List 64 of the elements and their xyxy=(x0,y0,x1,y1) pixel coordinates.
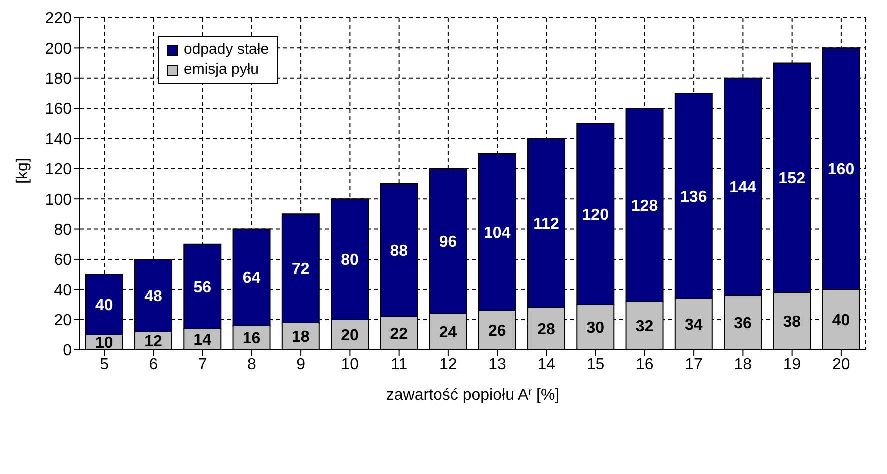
data-label: 88 xyxy=(390,243,408,260)
y-tick-label: 140 xyxy=(45,131,72,148)
data-label: 16 xyxy=(242,330,261,348)
x-tick-label: 13 xyxy=(488,356,507,374)
x-axis-title: zawartość popiołu A$^{r}$ [%] xyxy=(386,386,560,404)
x-tick-label: 18 xyxy=(734,356,752,374)
data-label: 40 xyxy=(832,312,850,330)
x-tick-label: 6 xyxy=(149,356,158,374)
y-axis-title: [kg] xyxy=(14,158,32,184)
data-label: 22 xyxy=(390,326,408,344)
x-tick-label: 12 xyxy=(440,356,458,374)
data-label: 160 xyxy=(828,162,855,179)
x-tick-label: 19 xyxy=(783,356,802,374)
data-label: 38 xyxy=(783,314,802,332)
legend-label: emisja pyłu xyxy=(184,60,260,80)
y-tick-label: 180 xyxy=(45,71,72,88)
x-tick-label: 9 xyxy=(296,356,306,374)
y-tick-label: 20 xyxy=(54,312,72,330)
data-label: 104 xyxy=(484,224,511,242)
x-tick-label: 7 xyxy=(198,356,208,374)
data-label: 56 xyxy=(194,279,212,296)
y-tick-label: 100 xyxy=(45,192,72,209)
data-label: 136 xyxy=(680,188,708,206)
data-label: 36 xyxy=(734,316,752,333)
x-tick-label: 20 xyxy=(832,356,850,374)
data-label: 12 xyxy=(144,334,163,351)
x-tick-label: 11 xyxy=(391,356,408,374)
data-label: 26 xyxy=(488,323,506,340)
x-tick-label: 15 xyxy=(586,356,605,374)
legend-label: odpady stałe xyxy=(184,40,270,60)
data-label: 32 xyxy=(636,318,654,336)
y-tick-label: 220 xyxy=(45,10,72,28)
x-tick-label: 10 xyxy=(341,356,360,374)
x-tick-label: 14 xyxy=(538,356,556,374)
data-label: 10 xyxy=(95,335,114,352)
data-label: 64 xyxy=(242,270,261,288)
data-label: 80 xyxy=(341,252,360,270)
data-label: 128 xyxy=(631,198,658,215)
data-label: 20 xyxy=(341,328,360,345)
data-label: 28 xyxy=(538,322,556,339)
data-label: 18 xyxy=(292,329,310,346)
y-tick-label: 120 xyxy=(45,162,72,179)
data-label: 24 xyxy=(439,324,458,342)
data-label: 112 xyxy=(534,216,560,233)
data-label: 34 xyxy=(684,317,703,334)
data-label: 48 xyxy=(144,288,163,306)
x-tick-label: 8 xyxy=(247,356,256,374)
data-label: 72 xyxy=(292,261,310,278)
data-label: 144 xyxy=(730,180,756,197)
y-tick-label: 40 xyxy=(54,282,72,300)
y-tick-label: 200 xyxy=(45,40,72,58)
data-label: 40 xyxy=(95,297,114,314)
data-label: 96 xyxy=(439,234,458,252)
data-label: 30 xyxy=(586,320,605,338)
data-label: 120 xyxy=(582,206,610,224)
x-tick-label: 16 xyxy=(636,356,654,374)
x-tick-label: 17 xyxy=(685,356,704,374)
data-label: 152 xyxy=(778,170,806,188)
y-tick-label: 160 xyxy=(45,101,72,118)
y-tick-label: 0 xyxy=(63,342,72,360)
y-tick-label: 60 xyxy=(54,252,72,270)
x-tick-label: 5 xyxy=(100,356,110,374)
y-tick-label: 80 xyxy=(54,222,72,239)
data-label: 14 xyxy=(194,332,212,350)
